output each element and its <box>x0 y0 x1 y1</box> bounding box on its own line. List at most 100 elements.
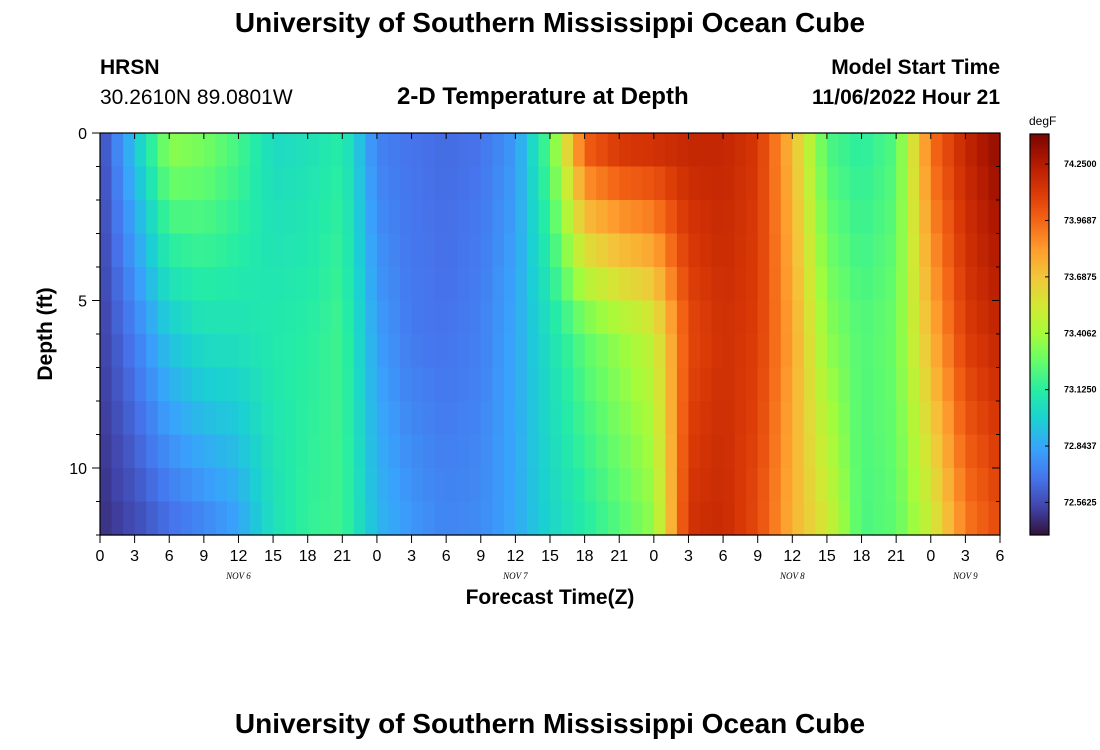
heatmap-cell <box>780 300 793 335</box>
heatmap-cell <box>400 267 413 302</box>
heatmap-cell <box>676 367 690 402</box>
heatmap-cell <box>896 468 909 503</box>
heatmap-cell <box>953 334 966 369</box>
x-day-label: NOV 9 <box>952 571 978 581</box>
heatmap-cell <box>884 200 897 235</box>
heatmap-cell <box>607 166 620 201</box>
heatmap-cell <box>907 468 920 503</box>
heatmap-cell <box>123 200 136 235</box>
heatmap-cell <box>607 267 620 302</box>
heatmap-cell <box>330 300 343 335</box>
heatmap-cell <box>757 300 770 335</box>
heatmap-cell <box>850 334 863 369</box>
heatmap-cell <box>550 434 563 469</box>
heatmap-cell <box>757 233 770 268</box>
heatmap-cell <box>769 501 782 536</box>
x-tick-label: 9 <box>476 548 485 565</box>
heatmap-cell <box>815 367 828 402</box>
heatmap-cell <box>665 267 678 302</box>
heatmap-cell <box>330 200 343 235</box>
heatmap-cell <box>792 434 805 469</box>
heatmap-cell <box>942 334 955 369</box>
heatmap-cell <box>619 434 632 469</box>
heatmap-cell <box>976 401 990 436</box>
heatmap-cell <box>653 267 666 302</box>
colorbar-tick-label: 73.4062 <box>1064 328 1097 338</box>
heatmap-cell <box>226 300 240 335</box>
heatmap-cell <box>180 367 193 402</box>
heatmap-cell <box>146 267 159 302</box>
heatmap-cell <box>930 468 943 503</box>
heatmap-cell <box>526 166 540 201</box>
heatmap-cell <box>584 300 597 335</box>
heatmap-cell <box>676 133 690 168</box>
heatmap-cell <box>434 267 447 302</box>
y-tick-label: 5 <box>78 294 87 311</box>
heatmap-cell <box>550 133 563 168</box>
heatmap-cell <box>676 401 690 436</box>
heatmap-cell <box>561 300 574 335</box>
heatmap-cell <box>480 367 493 402</box>
heatmap-cell <box>157 501 170 536</box>
heatmap-cell <box>492 300 505 335</box>
heatmap-cell <box>561 267 574 302</box>
heatmap-cell <box>434 401 447 436</box>
heatmap-cell <box>896 434 909 469</box>
heatmap-cell <box>503 367 516 402</box>
heatmap-cell <box>919 401 932 436</box>
heatmap-cell <box>942 133 955 168</box>
heatmap-cell <box>157 300 170 335</box>
heatmap-cell <box>884 267 897 302</box>
heatmap-cell <box>353 233 366 268</box>
heatmap-cell <box>411 166 424 201</box>
heatmap-cell <box>169 300 182 335</box>
heatmap-cell <box>307 267 320 302</box>
heatmap-cell <box>446 233 459 268</box>
heatmap-cell <box>803 300 816 335</box>
heatmap-cell <box>792 166 805 201</box>
heatmap-cell <box>296 401 309 436</box>
heatmap-cell <box>492 434 505 469</box>
heatmap-cell <box>226 468 240 503</box>
heatmap-cell <box>976 233 990 268</box>
heatmap-cell <box>780 267 793 302</box>
heatmap-cell <box>573 434 586 469</box>
heatmap-cell <box>307 334 320 369</box>
heatmap-cell <box>838 233 851 268</box>
heatmap-cell <box>180 200 193 235</box>
heatmap-cell <box>653 233 666 268</box>
heatmap-cell <box>296 233 309 268</box>
heatmap-cell <box>688 367 701 402</box>
heatmap-cell <box>780 401 793 436</box>
heatmap-cell <box>596 300 609 335</box>
heatmap-cell <box>423 367 436 402</box>
heatmap-cell <box>376 267 390 302</box>
heatmap-cell <box>907 334 920 369</box>
heatmap-cell <box>573 367 586 402</box>
heatmap-cell <box>792 233 805 268</box>
heatmap-cell <box>965 334 978 369</box>
heatmap-cell <box>134 501 147 536</box>
colorbar-unit: degF <box>1029 114 1056 128</box>
heatmap-cell <box>446 133 459 168</box>
heatmap-cell <box>642 401 655 436</box>
heatmap-cell <box>388 501 401 536</box>
heatmap-cell <box>250 267 263 302</box>
heatmap-cell <box>665 166 678 201</box>
heatmap-cell <box>273 334 286 369</box>
heatmap-cell <box>423 166 436 201</box>
heatmap-cell <box>561 401 574 436</box>
heatmap-cell <box>388 434 401 469</box>
heatmap-cell <box>884 166 897 201</box>
heatmap-cell <box>273 267 286 302</box>
heatmap-cell <box>769 367 782 402</box>
heatmap-cell <box>769 267 782 302</box>
heatmap-cell <box>330 401 343 436</box>
heatmap-cell <box>261 200 274 235</box>
heatmap-cell <box>619 501 632 536</box>
heatmap-cell <box>400 200 413 235</box>
heatmap-cell <box>700 468 713 503</box>
heatmap-cell <box>123 300 136 335</box>
heatmap-cell <box>469 334 482 369</box>
heatmap-cell <box>365 166 378 201</box>
